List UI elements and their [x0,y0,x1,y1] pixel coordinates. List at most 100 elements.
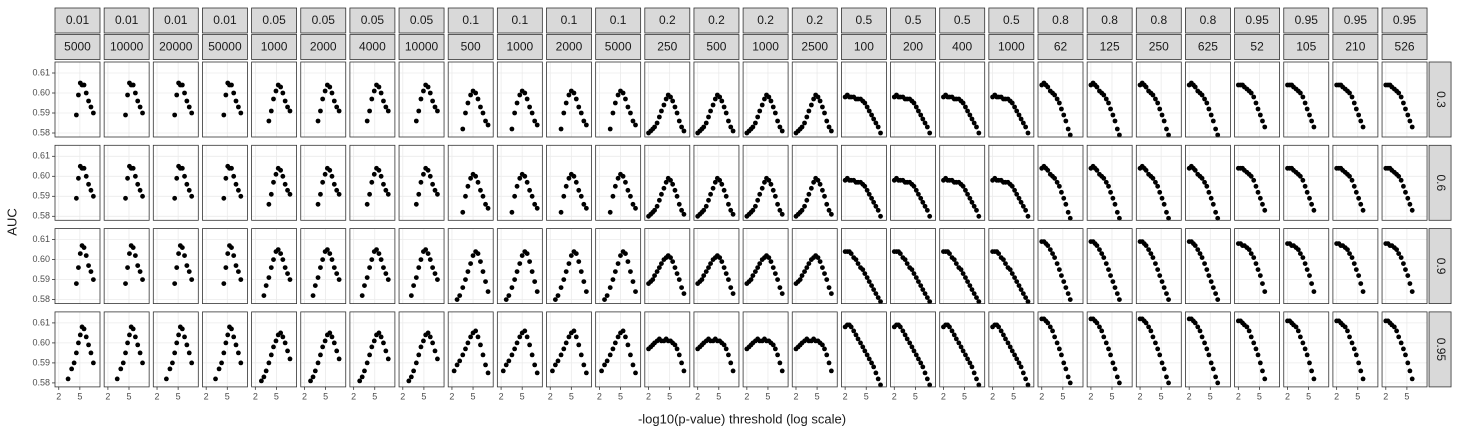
point [824,352,830,358]
point [334,104,340,110]
point [411,368,417,374]
point [65,376,71,382]
x-tick-label: 2 [1039,391,1044,401]
point [1067,215,1073,221]
point [759,102,765,108]
point [1257,360,1263,366]
point [406,378,412,384]
point [1345,247,1350,253]
point [1356,273,1362,278]
point [1117,132,1122,138]
point [1257,195,1263,201]
point [1007,267,1013,272]
point [699,277,705,282]
point [1063,285,1069,290]
x-tick-label: 5 [421,391,426,401]
point [1016,112,1022,118]
column-strip [300,7,347,34]
panel-border [546,61,592,138]
point [83,173,89,179]
column-strip [988,34,1035,60]
point [1103,261,1109,266]
point [1108,352,1113,358]
point [1304,352,1310,358]
point [385,191,391,197]
panel-border [103,311,150,388]
point [866,356,872,362]
point [1059,106,1064,112]
panel [890,228,936,304]
point [364,275,370,280]
point [1409,289,1415,294]
point [960,100,966,106]
point [1260,368,1265,374]
column-strip [693,34,740,60]
point [483,279,488,284]
point [465,183,471,189]
point [963,104,968,110]
point [383,104,389,110]
point [871,199,877,205]
point [607,285,613,290]
point [266,275,272,280]
point [873,291,879,296]
panel-border [251,61,298,138]
point [318,191,323,197]
panel [497,145,543,221]
point [1398,94,1404,100]
point [656,197,662,203]
panel [349,228,395,304]
point [235,104,241,110]
point [381,340,386,346]
point [728,124,734,130]
column-strip-label: 105 [1296,40,1316,54]
point [1403,189,1408,195]
panel [497,62,543,137]
x-tick-label: 2 [1285,391,1290,401]
point [287,277,293,282]
column-strip [1185,34,1231,60]
point [519,253,525,258]
point [804,114,810,120]
point [828,291,834,296]
panel-border [693,61,740,138]
point [1394,328,1400,334]
point [534,205,540,211]
point [385,356,391,362]
panel-border [1381,228,1428,305]
point [378,334,384,340]
point [563,269,569,274]
point [897,324,903,330]
x-tick-label: 5 [618,391,623,401]
x-tick-label: 2 [695,391,700,401]
point [1251,94,1257,100]
point [576,187,582,193]
point [652,124,657,130]
point [976,382,982,388]
point [432,187,438,193]
point [186,104,192,110]
point [1260,201,1265,207]
point [172,281,178,286]
point [728,360,734,366]
point [1094,320,1100,326]
panel [595,311,641,387]
point [238,193,244,199]
row-strip [1428,228,1452,305]
x-tick-label: 5 [471,391,476,401]
point [815,177,821,183]
point [336,356,342,362]
point [1409,124,1415,130]
point [1153,340,1158,346]
x-tick-label: 5 [176,391,181,401]
point [385,277,391,282]
point [315,118,321,124]
point [1012,275,1017,280]
point [263,283,269,288]
point [772,110,778,116]
point [573,334,579,340]
column-strip-label: 0.05 [410,13,434,27]
point [971,203,977,209]
point [615,175,621,181]
